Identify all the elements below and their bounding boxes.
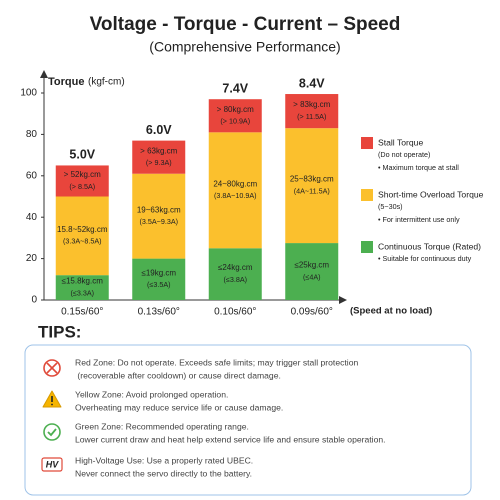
icon-hv: HV — [41, 457, 63, 472]
y-tick-label: 80 — [26, 129, 38, 140]
segment-label: (> 9.3A) — [146, 158, 172, 167]
bar-title: 7.4V — [222, 82, 248, 96]
segment-label: (3.3A~8.5A) — [63, 237, 102, 246]
legend-label: Continuous Torque (Rated) — [378, 241, 481, 251]
segment-label: ≤25kg.cm — [294, 261, 329, 270]
segment-label: (4A~11.5A) — [294, 187, 330, 196]
bar-segment — [208, 99, 262, 133]
icon-check — [43, 423, 61, 441]
bar-segment — [55, 165, 109, 197]
legend-desc: (Do not operate) — [378, 150, 430, 159]
bar-segment — [132, 140, 186, 174]
segment-label: (> 11.5A) — [297, 112, 326, 121]
bar-segment — [285, 243, 339, 300]
segment-label: > 80kg.cm — [217, 105, 254, 114]
bar-segment — [132, 258, 186, 300]
legend-desc: (5~30s) — [378, 202, 403, 211]
y-tick-label: 40 — [26, 212, 38, 223]
legend-swatch — [361, 137, 373, 149]
tip-line: High-Voltage Use: Use a properly rated U… — [75, 455, 253, 465]
legend-label: Short-time Overload Torque — [378, 189, 484, 199]
bar-segment — [208, 248, 262, 300]
tip-line: Lower current draw and heat help extend … — [75, 434, 386, 444]
hv-badge: HV — [46, 459, 59, 469]
tip-line: (recoverable after cooldown) or cause di… — [75, 370, 281, 380]
segment-label: (≤3.8A) — [223, 275, 247, 284]
segment-label: ≤15.8kg.cm — [62, 277, 104, 286]
segment-label: 25~83kg.cm — [290, 175, 334, 184]
legend-swatch — [361, 189, 373, 201]
bar-segment — [285, 94, 339, 129]
segment-label: 24~80kg.cm — [213, 179, 257, 188]
segment-label: > 83kg.cm — [293, 100, 330, 109]
legend-desc: • Suitable for continuous duty — [378, 254, 472, 263]
segment-label: ≤19kg.cm — [141, 268, 176, 277]
bar-title: 5.0V — [69, 148, 95, 162]
icon-stop — [43, 359, 61, 377]
segment-label: (3.8A~10.9A) — [214, 191, 257, 200]
y-tick-label: 20 — [26, 253, 38, 264]
bar-segment — [55, 196, 109, 276]
y-tick-label: 0 — [31, 295, 37, 306]
segment-label: 15.8~52kg.cm — [57, 225, 108, 234]
segment-label: (> 10.9A) — [220, 117, 250, 126]
legend-label: Stall Torque — [378, 137, 423, 147]
legend-desc: • Maximum torque at stall — [378, 163, 459, 172]
segment-label: (≤3.3A) — [70, 288, 94, 297]
segment-label: 19~63kg.cm — [137, 205, 181, 214]
segment-label: (≤4A) — [303, 272, 321, 281]
x-tick-label: 0.09s/60° — [291, 307, 333, 318]
segment-label: > 63kg.cm — [140, 146, 177, 155]
segment-label: (3.5A~9.3A) — [139, 217, 178, 226]
bar-segment — [208, 132, 262, 249]
bar-title: 8.4V — [299, 76, 325, 90]
tip-line: Green Zone: Recommended operating range. — [75, 421, 249, 431]
chart-subtitle: (Comprehensive Performance) — [149, 39, 340, 55]
tip-line: Never connect the servo directly to the … — [75, 468, 252, 478]
tip-line: Yellow Zone: Avoid prolonged operation. — [75, 389, 228, 399]
bar-segment — [55, 275, 109, 300]
icon-warning — [42, 390, 62, 408]
segment-label: (> 8.5A) — [69, 182, 95, 191]
tips-title: TIPS: — [38, 322, 81, 341]
y-tick-label: 60 — [26, 170, 38, 181]
chart-title: Voltage - Torque - Current – Speed — [90, 14, 401, 35]
y-axis-unit: (kgf-cm) — [88, 77, 125, 88]
x-tick-label: 0.13s/60° — [138, 307, 180, 318]
tips-box — [24, 344, 472, 496]
x-axis-label: (Speed at no load) — [350, 306, 432, 317]
y-axis-label: Torque — [48, 76, 84, 88]
y-tick-label: 100 — [20, 88, 37, 99]
x-tick-label: 0.15s/60° — [61, 307, 103, 318]
legend-swatch — [361, 241, 373, 253]
tip-line: Red Zone: Do not operate. Exceeds safe l… — [75, 357, 358, 367]
chart: 0 20 40 60 80 100 ≤15.8kg.cm (≤3.3A) 15.8~52kg.c… — [20, 76, 483, 317]
legend-desc: • For intermittent use only — [378, 215, 460, 224]
tip-line: Overheating may reduce service life or c… — [75, 402, 283, 412]
bar-segment — [132, 173, 186, 259]
segment-label: ≤24kg.cm — [218, 263, 253, 272]
bar-segment — [285, 128, 339, 244]
x-tick-label: 0.10s/60° — [214, 307, 256, 318]
segment-label: > 52kg.cm — [64, 170, 101, 179]
segment-label: (≤3.5A) — [147, 280, 171, 289]
bar-title: 6.0V — [146, 123, 172, 137]
